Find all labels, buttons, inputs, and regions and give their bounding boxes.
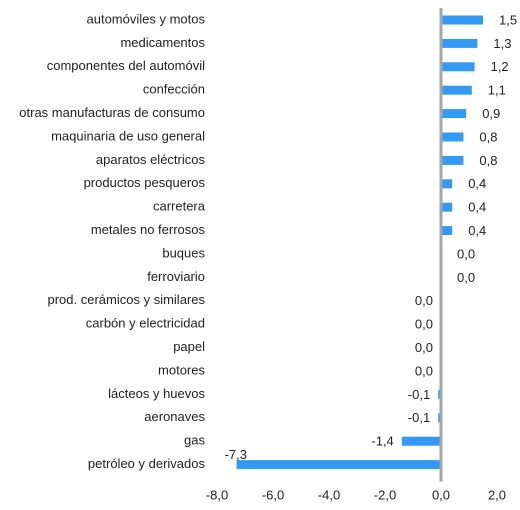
category-label: maquinaria de uso general <box>51 128 205 143</box>
value-label: 1,3 <box>493 36 511 51</box>
bar <box>441 202 453 212</box>
value-label: 0,0 <box>415 363 433 378</box>
value-label: 1,2 <box>491 59 509 74</box>
x-tick-label: -4,0 <box>318 487 340 502</box>
category-label: aeronaves <box>144 409 205 424</box>
value-label: 0,4 <box>468 176 486 191</box>
category-label: papel <box>173 339 205 354</box>
bar <box>401 436 441 446</box>
bar <box>441 109 467 119</box>
value-label: 0,0 <box>415 317 433 332</box>
category-label: gas <box>184 433 205 448</box>
category-label: ferroviario <box>147 269 205 284</box>
category-label: automóviles y motos <box>87 11 206 26</box>
value-label: -1,4 <box>371 434 393 449</box>
x-tick-label: -6,0 <box>262 487 284 502</box>
bar <box>441 85 472 95</box>
bar <box>441 62 475 72</box>
bar <box>441 15 483 25</box>
category-label: medicamentos <box>120 35 205 50</box>
category-label: carretera <box>153 199 206 214</box>
x-tick-label: -2,0 <box>374 487 396 502</box>
value-label: 0,8 <box>479 129 497 144</box>
bar <box>236 460 441 470</box>
value-label: 0,4 <box>468 200 486 215</box>
value-label: 0,0 <box>457 270 475 285</box>
category-label: metales no ferrosos <box>91 222 206 237</box>
value-label: -0,1 <box>408 410 430 425</box>
bar <box>441 132 464 142</box>
value-label: 0,8 <box>479 153 497 168</box>
value-label: 0,0 <box>457 246 475 261</box>
category-label: motores <box>158 362 205 377</box>
value-label: 0,4 <box>468 223 486 238</box>
category-label: confección <box>143 82 205 97</box>
bar <box>441 179 453 189</box>
value-label: -0,1 <box>408 387 430 402</box>
value-label: 0,9 <box>482 106 500 121</box>
x-tick-label: 0,0 <box>432 487 450 502</box>
value-label: 1,5 <box>499 12 517 27</box>
value-label: -7,3 <box>225 447 247 462</box>
category-label: aparatos eléctricos <box>96 152 206 167</box>
value-label: 0,0 <box>415 293 433 308</box>
x-tick-label: -8,0 <box>206 487 228 502</box>
category-label: petróleo y derivados <box>88 456 206 471</box>
bar <box>441 226 453 236</box>
bar <box>441 38 478 48</box>
category-label: buques <box>162 245 205 260</box>
category-label: componentes del automóvil <box>47 58 205 73</box>
category-label: lácteos y huevos <box>108 386 205 401</box>
category-label: otras manufacturas de consumo <box>19 105 205 120</box>
category-label: productos pesqueros <box>84 175 206 190</box>
x-tick-label: 2,0 <box>488 487 506 502</box>
category-label: prod. cerámicos y similares <box>48 292 206 307</box>
bar <box>441 155 464 165</box>
category-label: carbón y electricidad <box>86 316 205 331</box>
value-label: 0,0 <box>415 340 433 355</box>
value-label: 1,1 <box>488 83 506 98</box>
